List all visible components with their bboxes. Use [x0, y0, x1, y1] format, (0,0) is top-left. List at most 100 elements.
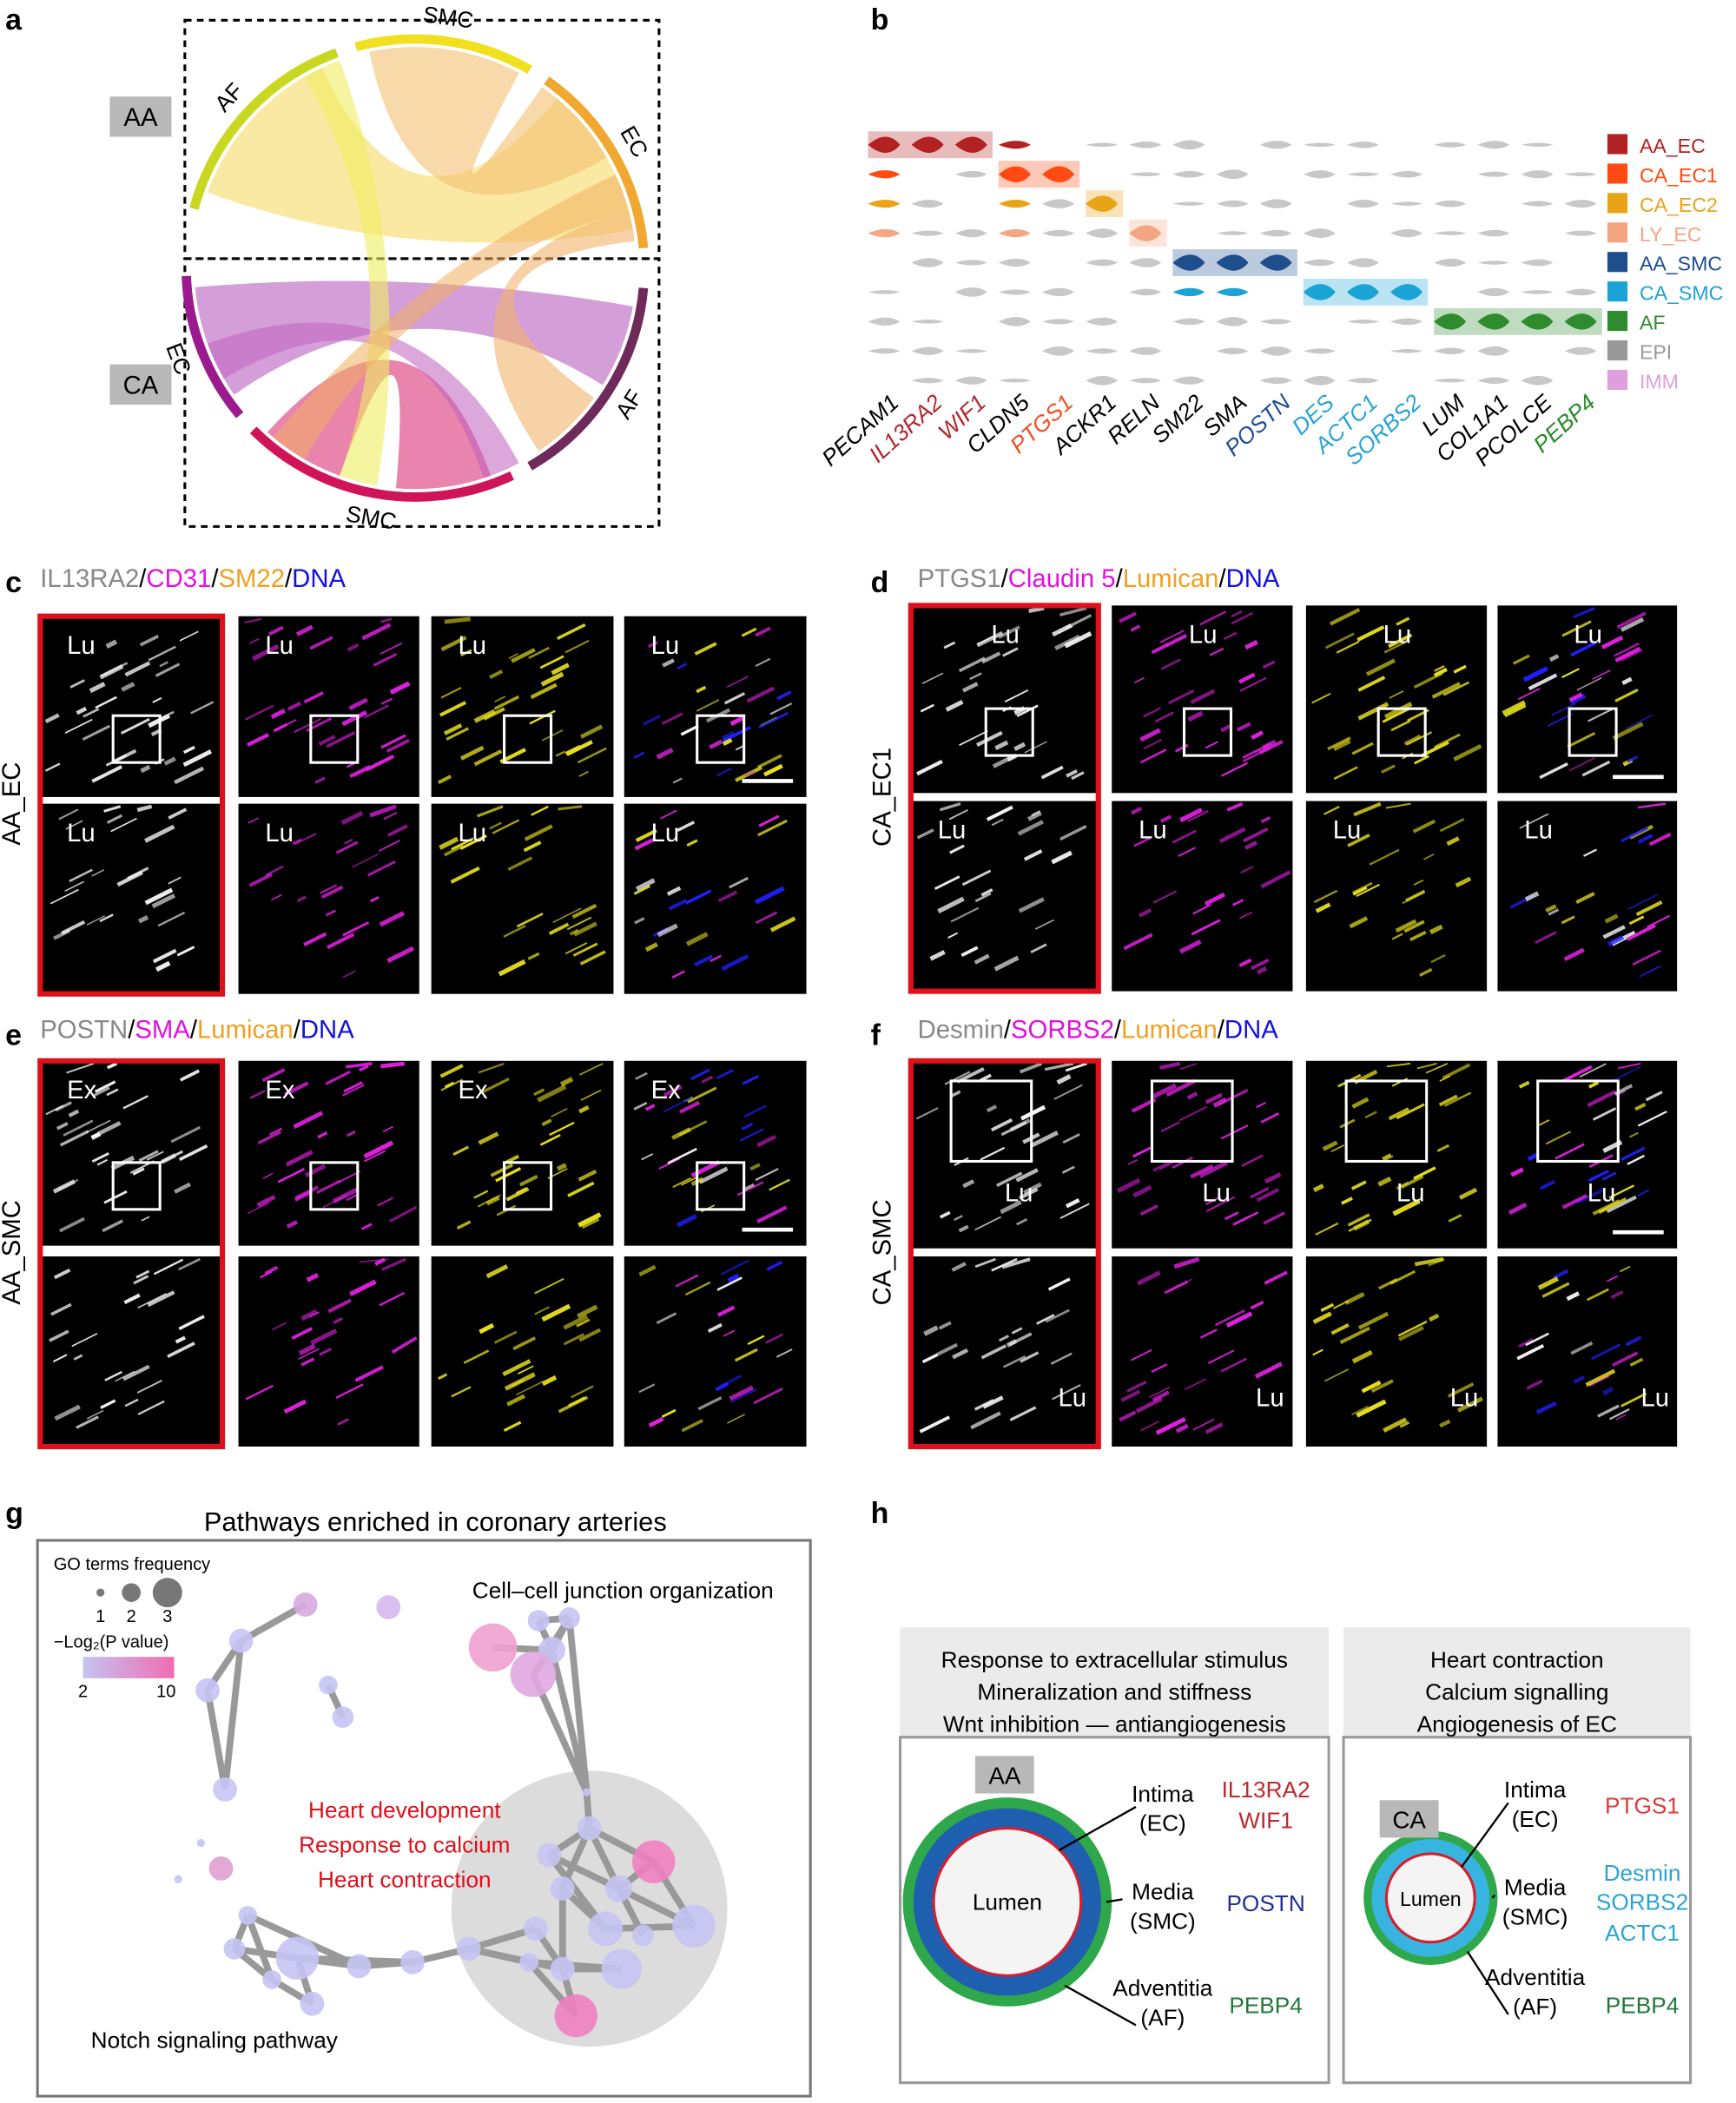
stain [136, 1379, 162, 1394]
stain [1204, 892, 1226, 906]
stain [579, 724, 604, 739]
marker-gene: Desmin [1604, 1860, 1681, 1886]
violin [998, 289, 1031, 295]
stain [1119, 1410, 1137, 1422]
stain [1065, 1197, 1080, 1209]
stain [1028, 606, 1045, 613]
stain [980, 1344, 1007, 1360]
stain [291, 1327, 313, 1341]
stain [969, 672, 982, 681]
violin [1172, 170, 1205, 178]
stain [485, 1196, 500, 1206]
stain [1030, 943, 1047, 954]
stain [1120, 1389, 1141, 1402]
violin [998, 228, 1031, 238]
stain [577, 1304, 598, 1319]
violin [1216, 231, 1249, 235]
stain [974, 1257, 996, 1269]
stain [303, 691, 324, 704]
stain [696, 685, 707, 694]
inset-box [984, 707, 1034, 757]
lumen-label: Lu [1005, 1179, 1033, 1208]
violin [1390, 318, 1423, 326]
violin [1172, 201, 1205, 206]
panel-title: POSTN/SMA/Lumican/DNA [40, 1016, 354, 1045]
stain [327, 933, 355, 950]
stain [982, 1395, 1004, 1409]
stain [1524, 891, 1540, 902]
stain [1351, 1349, 1373, 1364]
stain [729, 1385, 755, 1401]
stain [1167, 689, 1195, 705]
stain [1126, 1380, 1147, 1393]
stain [380, 1061, 406, 1069]
stain [73, 1354, 83, 1361]
stain [389, 1205, 418, 1223]
stain [1152, 1083, 1178, 1099]
stain [270, 709, 286, 720]
violin [1521, 375, 1554, 386]
stain [1608, 1184, 1635, 1199]
stain [564, 942, 588, 955]
stain [551, 1107, 568, 1117]
legend-title: −Log₂(P value) [54, 1632, 169, 1651]
violin [1086, 228, 1119, 238]
stain [1628, 1131, 1639, 1138]
stain [493, 1330, 518, 1344]
stain [666, 886, 682, 896]
micrograph [40, 803, 223, 994]
stain [1231, 611, 1253, 625]
violin [1086, 195, 1119, 212]
stain [681, 1419, 703, 1433]
violin [1346, 172, 1379, 177]
stain [1606, 1195, 1637, 1214]
stain [1429, 924, 1443, 935]
row-label: AA_EC [0, 762, 26, 846]
violin [954, 136, 987, 154]
row-label: CA_SMC [868, 1199, 897, 1305]
stain [147, 1290, 175, 1308]
stain [451, 837, 474, 851]
stain [257, 1131, 282, 1145]
stain [178, 1315, 205, 1330]
layer-label: Media [1132, 1878, 1194, 1904]
stain [1561, 668, 1580, 679]
size-key [96, 1588, 105, 1597]
stain [531, 805, 549, 816]
stain [335, 841, 359, 854]
arc-label: EC [615, 122, 653, 162]
violin [998, 166, 1031, 182]
legend-swatch [1607, 281, 1628, 302]
stain [94, 1080, 116, 1093]
inset-box [503, 714, 553, 764]
stain [1442, 681, 1470, 696]
stain [1592, 1107, 1617, 1121]
stain [578, 1328, 602, 1342]
stain [634, 837, 656, 851]
stain [539, 655, 564, 669]
stain [1425, 1063, 1449, 1074]
stain [1414, 755, 1430, 765]
stain [503, 924, 526, 938]
stain [1116, 1177, 1141, 1193]
stain [287, 701, 302, 711]
stain [106, 814, 123, 824]
stain [1525, 1332, 1549, 1347]
stain [1356, 1399, 1387, 1418]
stain [86, 1409, 104, 1420]
stain [1312, 1311, 1332, 1324]
stain [1192, 904, 1211, 915]
network-node [223, 1938, 246, 1960]
stain [694, 642, 717, 656]
stain [1027, 811, 1042, 821]
stain [1324, 632, 1355, 649]
legend-swatch [1607, 252, 1628, 273]
stain [132, 1167, 145, 1176]
stain [1562, 1065, 1593, 1083]
stain [1561, 620, 1592, 637]
violin [1477, 377, 1510, 385]
title-part: DNA [1226, 564, 1280, 593]
title-part: Desmin [918, 1016, 1004, 1045]
stain [945, 699, 964, 712]
violin [1086, 142, 1119, 148]
